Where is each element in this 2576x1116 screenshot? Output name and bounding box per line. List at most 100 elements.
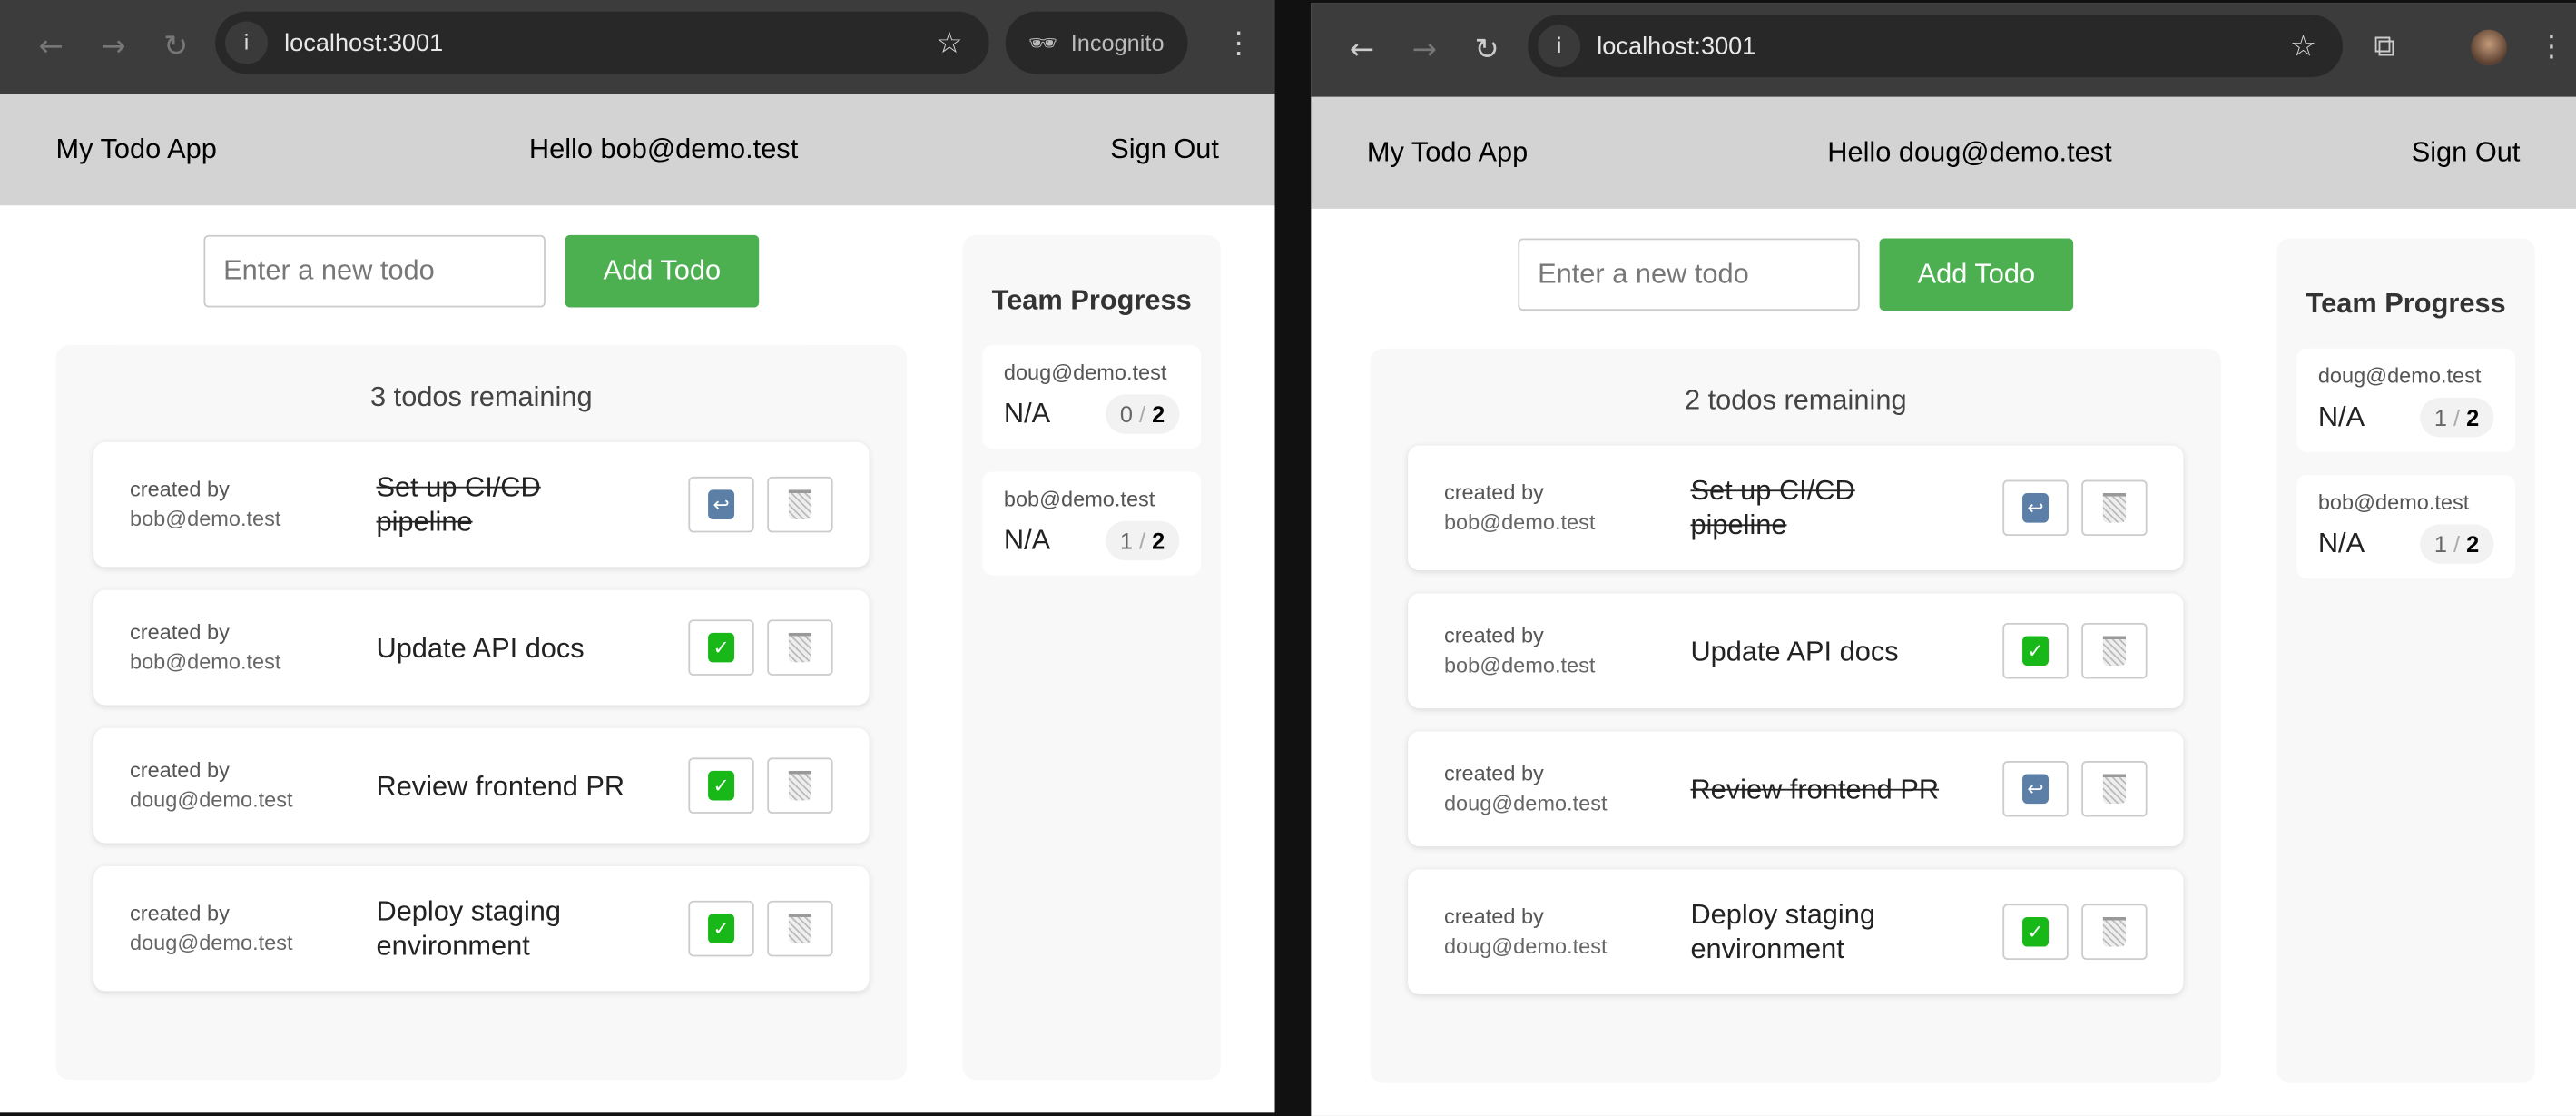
complete-button[interactable]: ✓ [688,619,754,676]
sign-out-link[interactable]: Sign Out [2411,136,2521,168]
incognito-label: Incognito [1070,29,1165,56]
complete-button[interactable]: ✓ [2002,622,2069,679]
done-count: 1 [2433,404,2447,431]
menu-icon[interactable]: ⋮ [2536,29,2567,64]
created-by-label: created by [129,900,230,926]
total-count: 2 [2466,404,2480,431]
delete-button[interactable] [2081,761,2148,817]
trash-icon [2102,636,2127,667]
extensions-icon[interactable]: ⧉ [2374,29,2395,64]
created-by-label: created by [1443,622,1544,648]
progress-value: N/A [2317,527,2365,559]
delete-button[interactable] [767,476,833,533]
add-todo-button[interactable]: Add Todo [1879,238,2074,311]
todo-creator: created by doug@demo.test [130,899,376,958]
forward-icon[interactable]: → [101,29,126,64]
created-by-label: created by [1443,479,1544,505]
trash-icon [2102,916,2127,947]
remaining-count: 3 todos remaining [370,380,593,413]
new-todo-field[interactable]: Enter a new todo [203,234,546,308]
todo-title: Review frontend PR [1690,773,1940,805]
app-title: My Todo App [55,133,217,164]
progress-card: doug@demo.test N/A 0 / 2 [982,345,1202,449]
trash-icon [788,489,812,519]
todo-item: created by doug@demo.test Review fronten… [1408,731,2184,847]
greeting: Hello doug@demo.test [1827,136,2112,168]
progress-count: 1 / 2 [1105,520,1180,561]
new-todo-field[interactable]: Enter a new todo [1518,238,1860,311]
todo-title: Update API docs [1690,635,1899,667]
bookmark-star-icon[interactable]: ☆ [936,25,963,61]
todo-item: created by bob@demo.test Update API docs… [93,589,870,706]
info-icon[interactable]: i [1538,25,1581,68]
todo-creator: created by doug@demo.test [130,756,376,815]
reload-icon[interactable]: ↻ [163,29,189,64]
delete-button[interactable] [767,619,833,676]
browser-toolbar: ← → ↻ i localhost:3001 ☆ 🕶 Incognito ⋮ [0,0,1275,94]
forward-icon[interactable]: → [1411,33,1437,68]
browser-toolbar: ← → ↻ i localhost:3001 ☆ ⧉ ⋮ [1311,3,2576,97]
todo-item: created by bob@demo.test Set up CI/CD pi… [1408,445,2184,571]
bookmark-star-icon[interactable]: ☆ [2289,28,2317,64]
progress-email: bob@demo.test [1003,486,1155,511]
undo-icon: ↩ [2022,492,2050,523]
complete-button[interactable]: ✓ [2002,904,2069,961]
creator-email: doug@demo.test [1443,790,1608,815]
delete-button[interactable] [2081,479,2148,537]
profile-avatar[interactable] [2471,29,2507,66]
created-by-label: created by [1443,761,1544,786]
address-bar[interactable]: i localhost:3001 ☆ [215,11,989,74]
team-progress-title: Team Progress [991,284,1192,316]
progress-value: N/A [1003,398,1051,430]
info-icon[interactable]: i [224,21,269,64]
back-icon[interactable]: ← [1349,33,1375,68]
undo-icon: ↩ [708,489,735,519]
checkmark-icon: ✓ [708,632,735,663]
undo-button[interactable]: ↩ [2002,761,2069,817]
todo-title: Set up CI/CD pipeline [376,471,541,538]
add-todo-button[interactable]: Add Todo [565,234,760,308]
greeting: Hello bob@demo.test [528,133,799,164]
todo-list: 3 todos remaining created by bob@demo.te… [55,345,908,1081]
undo-button[interactable]: ↩ [2002,479,2069,537]
menu-icon[interactable]: ⋮ [1224,25,1254,61]
trash-icon [2102,774,2127,805]
reload-icon[interactable]: ↻ [1474,33,1499,68]
delete-button[interactable] [2081,904,2148,961]
done-count: 0 [1119,400,1134,428]
complete-button[interactable]: ✓ [688,757,754,814]
created-by-label: created by [1443,904,1544,929]
progress-count: 1 / 2 [2419,524,2494,564]
checkmark-icon: ✓ [2022,636,2050,667]
team-progress-panel: Team Progress doug@demo.test N/A 1 / 2 b… [2276,238,2535,1083]
total-count: 2 [1152,527,1165,554]
progress-email: doug@demo.test [2317,362,2482,389]
todo-item: created by doug@demo.test Deploy staging… [1408,869,2184,995]
todo-list: 2 todos remaining created by bob@demo.te… [1370,348,2222,1083]
todo-item: created by bob@demo.test Set up CI/CD pi… [93,441,870,568]
sign-out-link[interactable]: Sign Out [1110,133,1219,164]
incognito-icon: 🕶 [1028,28,1058,55]
app-header: My Todo App Hello doug@demo.test Sign Ou… [1311,96,2576,209]
todo-creator: created by bob@demo.test [1444,479,1690,538]
incognito-badge[interactable]: 🕶 Incognito [1005,11,1187,74]
todo-creator: created by doug@demo.test [1444,759,1690,818]
delete-button[interactable] [767,757,833,814]
undo-button[interactable]: ↩ [688,476,754,533]
new-todo-input[interactable] [205,236,545,306]
creator-email: bob@demo.test [129,648,281,675]
done-count: 1 [1119,527,1134,554]
todo-title: Deploy staging environment [1690,899,1876,965]
todo-title: Deploy staging environment [376,895,562,962]
creator-email: doug@demo.test [129,930,293,955]
complete-button[interactable]: ✓ [688,900,754,957]
add-todo-form: Enter a new todo Add Todo [1518,238,2074,311]
address-bar[interactable]: i localhost:3001 ☆ [1528,15,2343,78]
team-progress-panel: Team Progress doug@demo.test N/A 0 / 2 b… [962,234,1221,1081]
back-icon[interactable]: ← [38,29,64,64]
delete-button[interactable] [767,900,833,957]
new-todo-input[interactable] [1519,240,1859,310]
undo-icon: ↩ [2022,774,2050,805]
todo-title: Review frontend PR [376,769,625,802]
delete-button[interactable] [2081,622,2148,679]
